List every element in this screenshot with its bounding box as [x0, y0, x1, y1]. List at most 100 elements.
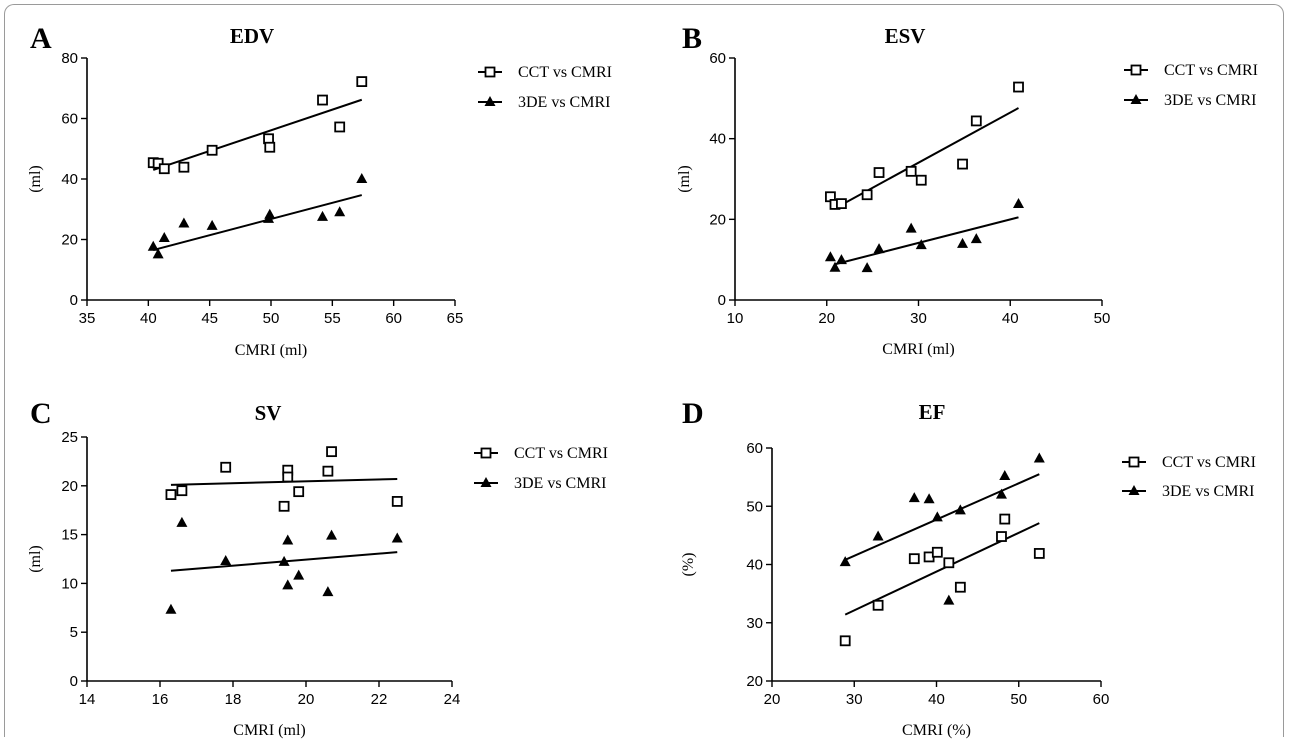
panel-c-legend-square-marker: [480, 447, 492, 459]
panel-b-y-tick-label: 60: [709, 50, 726, 67]
panel-c-square-point: [391, 496, 403, 507]
panel-b-x-tick-label: 10: [727, 310, 744, 327]
panel-b-triangle-point: [970, 233, 982, 244]
panel-d-square-point: [872, 599, 884, 611]
panel-b-square-point: [957, 158, 968, 170]
panel-c-triangle-point: [391, 532, 403, 543]
figure-frame: [4, 4, 1284, 737]
panel-d-triangle-point: [923, 493, 935, 504]
panel-c-y-tick-label: 20: [61, 478, 78, 495]
panel-a-y-tick-label: 60: [61, 111, 78, 128]
panel-b-triangle-point: [957, 237, 969, 248]
panel-a-triangle-point: [356, 173, 368, 183]
panel-a-triangle-point: [317, 210, 329, 221]
panel-c-y-axis-label: (ml): [27, 545, 44, 573]
panel-d-square-point: [931, 546, 943, 558]
panel-a-square-point: [178, 161, 190, 173]
panel-c-x-tick-label: 18: [225, 691, 242, 708]
panel-d-triangle-point: [839, 556, 851, 567]
panel-c-triangle-point: [278, 555, 290, 566]
panel-d-square-point: [999, 513, 1011, 525]
panel-c-x-tick-label: 16: [152, 691, 169, 708]
panel-c-x-tick-label: 20: [298, 691, 315, 708]
panel-d-y-tick-label: 30: [746, 615, 763, 632]
panel-b-triangle-point: [861, 262, 873, 273]
panel-d-x-axis-label: CMRI (%): [902, 722, 971, 739]
panel-b-triangle-point: [835, 254, 847, 265]
panel-c-square-point: [220, 461, 232, 473]
panel-a-x-tick-label: 50: [263, 310, 280, 327]
panel-a-square-point: [317, 94, 328, 106]
panel-c-title: SV: [255, 401, 282, 425]
panel-b-square-point: [836, 198, 847, 210]
panel-c-triangle-point: [322, 586, 334, 597]
panel-b-square-point: [861, 189, 873, 201]
panel-b-triangle-point: [829, 261, 841, 272]
panel-b-y-tick-label: 0: [718, 292, 726, 309]
panel-b-y-tick-label: 40: [709, 131, 726, 148]
panel-d-legend-square-marker: [1128, 456, 1140, 468]
panel-a-x-tick-label: 40: [140, 310, 157, 327]
panel-a-square-point: [152, 157, 164, 169]
panel-d-triangle-fit-line: [844, 473, 1040, 561]
panel-d-triangle-point: [908, 492, 920, 503]
panel-c-square-point: [322, 465, 334, 477]
panel-a-triangle-fit-line: [152, 194, 363, 252]
panel-d-y-tick-label: 60: [746, 440, 763, 457]
panel-d-x-tick-label: 50: [1010, 691, 1027, 708]
panel-a-triangle-point: [178, 217, 190, 228]
panel-d-x-tick-label: 40: [928, 691, 945, 708]
panel-c-y-tick-label: 10: [61, 575, 78, 592]
panel-a-square-point: [264, 141, 276, 153]
panel-a-y-tick-label: 0: [70, 292, 78, 309]
panel-c-letter: C: [30, 397, 52, 430]
panel-c-x-tick-label: 22: [371, 691, 388, 708]
panel-d-triangle-point: [1033, 452, 1045, 463]
panel-b-square-point: [873, 167, 885, 178]
panel-d-letter: D: [682, 397, 704, 430]
panel-a-triangle-point: [206, 219, 218, 230]
panel-c-triangle-point: [326, 529, 338, 540]
panel-c-y-tick-label: 5: [70, 624, 78, 641]
panel-a-title: EDV: [230, 24, 274, 48]
panel-a-y-tick-label: 20: [61, 232, 78, 249]
panel-a-triangle-point: [147, 240, 159, 251]
panel-c-square-point: [293, 486, 305, 498]
panel-c-x-tick-label: 14: [79, 691, 96, 708]
panel-c-square-point: [282, 471, 294, 483]
panel-a-legend-triangle-label: 3DE vs CMRI: [518, 94, 610, 111]
panel-c-triangle-point: [220, 554, 232, 565]
panel-c-legend-square-label: CCT vs CMRI: [514, 445, 608, 462]
panel-a-x-tick-label: 55: [324, 310, 341, 327]
panel-c-legend-triangle-label: 3DE vs CMRI: [514, 475, 606, 492]
panel-a-x-axis-label: CMRI (ml): [235, 342, 307, 359]
panel-a-triangle-point: [152, 248, 164, 259]
panel-d-square-point: [1033, 548, 1045, 559]
panel-c-square-point: [165, 489, 177, 500]
panel-d-triangle-point: [999, 469, 1011, 480]
panel-d-square-point: [954, 581, 966, 593]
panel-d-square-point: [943, 557, 955, 569]
panel-a-x-tick-label: 65: [447, 310, 464, 327]
panel-d-legend-triangle-label: 3DE vs CMRI: [1162, 483, 1254, 500]
panel-d-x-tick-label: 20: [764, 691, 781, 708]
panel-b-legend-square-label: CCT vs CMRI: [1164, 62, 1258, 79]
panel-c-triangle-point: [282, 579, 294, 590]
panel-b-legend-triangle-marker: [1130, 94, 1142, 104]
panel-d-triangle-point: [872, 530, 884, 541]
panel-a-square-point: [356, 76, 368, 87]
panel-a-triangle-point: [264, 208, 276, 219]
panel-b-x-tick-label: 40: [1002, 310, 1019, 327]
panel-b-triangle-point: [1013, 198, 1025, 209]
panel-c-y-tick-label: 15: [61, 527, 78, 544]
panel-d-square-point: [996, 531, 1007, 542]
panel-b-square-point: [1013, 81, 1024, 93]
panel-c-triangle-point: [165, 603, 177, 614]
panel-d-square-point: [839, 635, 851, 647]
panel-b-x-tick-label: 20: [818, 310, 835, 327]
panel-d-title: EF: [919, 400, 946, 424]
panel-c-square-point: [176, 485, 188, 497]
panel-b-x-tick-label: 50: [1094, 310, 1111, 327]
panel-d-x-tick-label: 30: [846, 691, 863, 708]
panel-b-square-point: [905, 165, 917, 177]
